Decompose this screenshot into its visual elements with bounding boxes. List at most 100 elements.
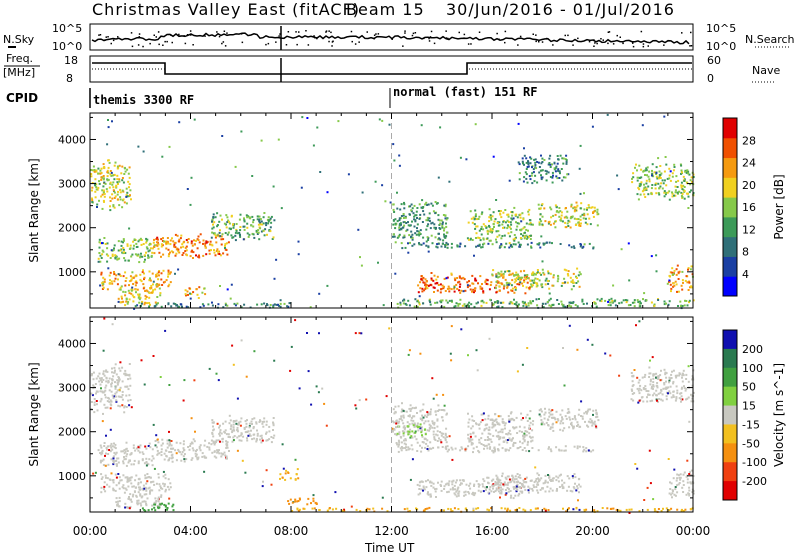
- heatmap-cell: [280, 299, 282, 301]
- heatmap-cell: [668, 177, 670, 179]
- heatmap-cell: [256, 438, 258, 440]
- heatmap-cell: [587, 339, 589, 341]
- heatmap-cell: [164, 483, 166, 485]
- nsky-point: [332, 41, 334, 43]
- heatmap-cell: [245, 420, 247, 422]
- heatmap-cell: [421, 434, 423, 436]
- y-tick-label: 2000: [58, 222, 86, 235]
- heatmap-cell: [671, 377, 673, 379]
- heatmap-cell: [218, 452, 220, 454]
- heatmap-cell: [556, 421, 558, 423]
- heatmap-cell: [439, 219, 441, 221]
- heatmap-cell: [131, 501, 133, 503]
- nsky-point: [190, 30, 192, 32]
- heatmap-cell: [571, 288, 573, 290]
- heatmap-cell: [101, 452, 103, 454]
- heatmap-cell: [148, 306, 150, 308]
- nsky-point: [470, 43, 472, 45]
- heatmap-cell: [422, 221, 424, 223]
- heatmap-cell: [658, 187, 660, 189]
- heatmap-cell: [673, 477, 675, 479]
- heatmap-cell: [448, 480, 450, 482]
- heatmap-cell: [369, 508, 371, 510]
- heatmap-cell: [556, 411, 558, 413]
- heatmap-cell: [187, 241, 189, 243]
- heatmap-cell: [684, 190, 686, 192]
- heatmap-cell: [687, 172, 689, 174]
- nsky-point: [542, 41, 544, 43]
- heatmap-cell: [681, 395, 683, 397]
- heatmap-cell: [553, 223, 555, 225]
- heatmap-cell: [111, 371, 113, 373]
- heatmap-cell: [519, 441, 521, 443]
- heatmap-cell: [499, 282, 501, 284]
- heatmap-cell: [139, 256, 141, 258]
- nsky-point: [607, 43, 609, 45]
- heatmap-cell: [529, 425, 531, 427]
- heatmap-cell: [421, 419, 423, 421]
- heatmap-cell: [401, 441, 403, 443]
- heatmap-cell: [167, 459, 169, 461]
- heatmap-cell: [401, 446, 403, 448]
- heatmap-cell: [129, 292, 131, 294]
- heatmap-cell: [101, 257, 103, 259]
- heatmap-cell: [651, 387, 653, 389]
- heatmap-cell: [183, 443, 185, 445]
- heatmap-cell: [156, 241, 158, 243]
- heatmap-cell: [568, 486, 570, 488]
- heatmap-cell: [123, 173, 125, 175]
- heatmap-cell: [152, 448, 154, 450]
- heatmap-cell: [510, 495, 512, 497]
- heatmap-cell: [262, 440, 264, 442]
- heatmap-cell: [539, 166, 541, 168]
- heatmap-cell: [533, 486, 535, 488]
- heatmap-cell: [512, 477, 514, 479]
- heatmap-cell: [113, 280, 115, 282]
- heatmap-cell: [634, 299, 636, 301]
- heatmap-cell: [168, 489, 170, 491]
- heatmap-cell: [416, 217, 418, 219]
- heatmap-cell: [342, 510, 344, 512]
- heatmap-cell: [651, 173, 653, 175]
- heatmap-cell: [115, 195, 117, 197]
- heatmap-cell: [519, 281, 521, 283]
- heatmap-cell: [221, 244, 223, 246]
- heatmap-cell: [560, 243, 562, 245]
- heatmap-cell: [162, 443, 164, 445]
- heatmap-cell: [434, 488, 436, 490]
- heatmap-cell: [536, 298, 538, 300]
- heatmap-cell: [282, 477, 284, 479]
- heatmap-cell: [129, 507, 131, 509]
- heatmap-cell: [561, 168, 563, 170]
- heatmap-cell: [580, 207, 582, 209]
- heatmap-cell: [540, 213, 542, 215]
- heatmap-cell: [94, 398, 96, 400]
- heatmap-cell: [163, 270, 165, 272]
- heatmap-cell: [555, 167, 557, 169]
- heatmap-cell: [471, 282, 473, 284]
- nsky-point: [154, 35, 156, 37]
- heatmap-cell: [656, 166, 658, 168]
- nsky-point: [178, 34, 180, 36]
- heatmap-cell: [237, 429, 239, 431]
- heatmap-cell: [118, 482, 120, 484]
- heatmap-cell: [157, 450, 159, 452]
- nsky-point: [498, 39, 500, 41]
- heatmap-cell: [649, 394, 651, 396]
- heatmap-cell: [183, 252, 185, 254]
- heatmap-cell: [355, 332, 357, 334]
- heatmap-cell: [212, 219, 214, 221]
- heatmap-cell: [392, 143, 394, 145]
- heatmap-cell: [671, 492, 673, 494]
- heatmap-cell: [443, 509, 445, 511]
- heatmap-cell: [476, 446, 478, 448]
- heatmap-cell: [142, 451, 144, 453]
- heatmap-cell: [513, 486, 515, 488]
- heatmap-cell: [505, 433, 507, 435]
- heatmap-cell: [545, 173, 547, 175]
- heatmap-cell: [532, 490, 534, 492]
- heatmap-cell: [246, 216, 248, 218]
- heatmap-cell: [645, 167, 647, 169]
- heatmap-cell: [580, 219, 582, 221]
- heatmap-cell: [117, 194, 119, 196]
